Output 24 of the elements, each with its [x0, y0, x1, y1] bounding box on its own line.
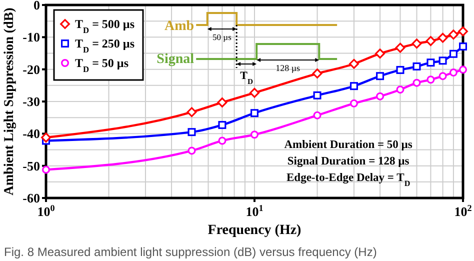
y-tick-label: 0 — [34, 0, 40, 13]
annotation: 50 µs — [212, 32, 232, 42]
y-tick-label: -40 — [22, 126, 40, 142]
annotation: Edge-to-Edge Delay = T$_{D}$ — [286, 172, 410, 188]
x-axis-title: Frequency (Hz) — [208, 223, 302, 238]
y-tick-label: -20 — [22, 62, 40, 77]
caption: Fig. 8 Measured ambient light suppression (dB) versus frequency (Hz) — [4, 245, 377, 259]
legend-label: T$_{D}$ = 250 µs — [75, 36, 135, 54]
annotation: Amb — [164, 19, 194, 34]
annotation: T$_{D}$ — [240, 70, 254, 86]
y-tick-label: -60 — [22, 190, 40, 206]
y-tick-label: -30 — [22, 94, 40, 110]
annotation: Signal Duration = 128 µs — [287, 156, 410, 168]
legend-label: T$_{D}$ = 500 µs — [75, 17, 135, 35]
y-tick-label: -50 — [22, 158, 40, 174]
y-tick-label: -10 — [22, 30, 40, 45]
x-tick-label: 10$^{2}$ — [454, 203, 472, 219]
annotation: Ambient Duration = 50 µs — [284, 139, 413, 151]
x-tick-label: 10$^{0}$ — [37, 203, 56, 219]
x-tick-label: 10$^{1}$ — [246, 203, 264, 219]
annotation: 128 µs — [276, 63, 301, 73]
annotation: Signal — [156, 52, 194, 67]
legend-label: T$_{D}$ = 50 µs — [75, 56, 129, 74]
y-axis-title: Ambient Light Suppression (dB) — [1, 8, 16, 196]
